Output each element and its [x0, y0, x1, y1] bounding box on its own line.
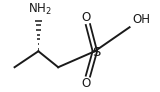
Text: O: O: [81, 77, 91, 90]
Text: S: S: [92, 46, 100, 59]
Text: NH$_2$: NH$_2$: [28, 2, 52, 17]
Text: OH: OH: [132, 13, 151, 26]
Text: O: O: [81, 11, 91, 24]
